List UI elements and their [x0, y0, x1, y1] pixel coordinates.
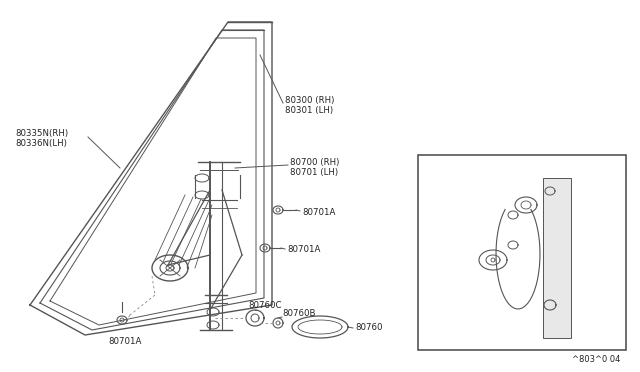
Text: 80701A: 80701A — [287, 244, 321, 253]
Bar — [543, 178, 571, 338]
Text: 80300 (RH): 80300 (RH) — [285, 96, 334, 105]
Text: 80701 (LH): 80701 (LH) — [290, 167, 338, 176]
Text: 80335N(RH): 80335N(RH) — [15, 128, 68, 138]
Text: 80731(LH): 80731(LH) — [460, 294, 500, 302]
Text: 80701A: 80701A — [302, 208, 335, 217]
Text: 80760C: 80760C — [248, 301, 282, 310]
Text: 80760B: 80760B — [282, 308, 316, 317]
Text: 80701A: 80701A — [108, 337, 141, 346]
Text: 80701(LH): 80701(LH) — [562, 253, 602, 263]
Text: 80700(RH): 80700(RH) — [562, 244, 604, 253]
Text: 80336N(LH): 80336N(LH) — [15, 138, 67, 148]
Bar — [418, 155, 626, 350]
Text: 80301 (LH): 80301 (LH) — [285, 106, 333, 115]
Text: F/POWER WINDOW: F/POWER WINDOW — [424, 161, 509, 170]
Text: 80700 (RH): 80700 (RH) — [290, 157, 339, 167]
Text: 80760: 80760 — [355, 324, 383, 333]
Text: 80730(RH): 80730(RH) — [460, 283, 501, 292]
Text: ^803^0 04: ^803^0 04 — [572, 355, 620, 364]
